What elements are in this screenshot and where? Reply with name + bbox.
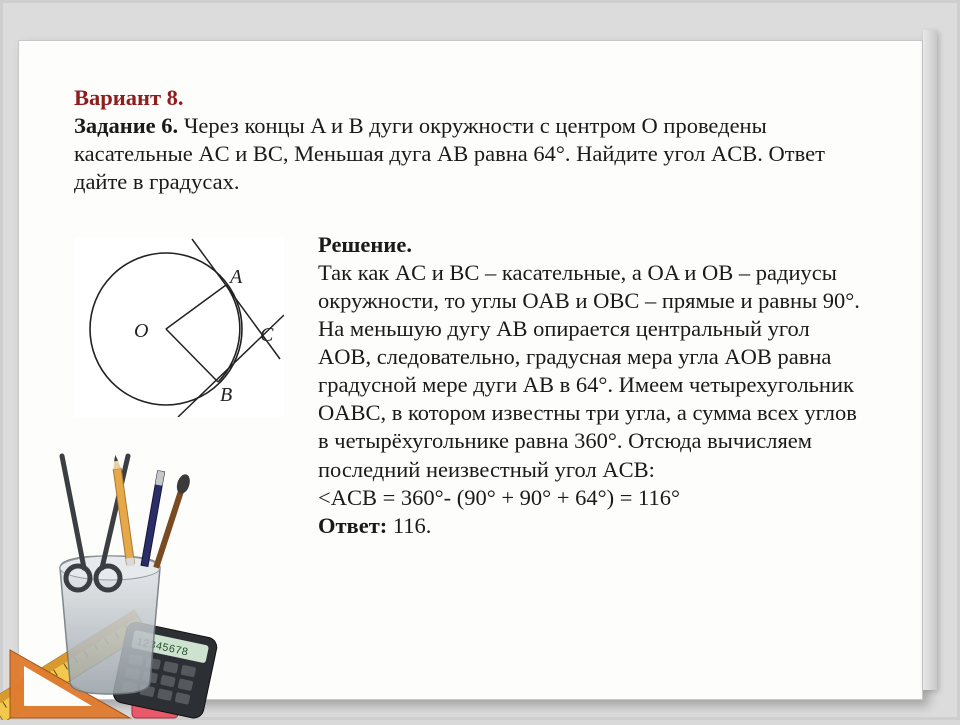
task-text: Через концы A и B дуги окружности с цент… bbox=[74, 113, 825, 194]
solution-formula: <ACB = 360°- (90° + 90° + 64°) = 116° bbox=[318, 484, 863, 512]
solution-title: Решение. bbox=[318, 231, 863, 259]
solution-answer: Ответ: 116. bbox=[318, 512, 863, 540]
label-O: O bbox=[134, 320, 148, 342]
figure-box: O A B C bbox=[74, 237, 284, 417]
circle-diagram-svg: O A B C bbox=[74, 237, 284, 417]
label-A: A bbox=[228, 266, 243, 288]
answer-label: Ответ: bbox=[318, 513, 387, 538]
stationery-icon: 12345678 bbox=[0, 450, 240, 720]
label-C: C bbox=[260, 324, 274, 346]
geometry-figure: O A B C bbox=[74, 237, 284, 417]
task-label: Задание 6. bbox=[74, 113, 178, 138]
heading-block: Вариант 8. Задание 6. Через концы A и B … bbox=[74, 84, 863, 197]
label-B: B bbox=[220, 384, 232, 406]
slide-frame: Вариант 8. Задание 6. Через концы A и B … bbox=[0, 0, 960, 720]
solution-block: Решение. Так как AC и BC – касательные, … bbox=[318, 231, 863, 540]
answer-value: 116. bbox=[387, 513, 431, 538]
solution-body: Так как AC и BC – касательные, а OA и OB… bbox=[318, 259, 863, 484]
variant-label: Вариант 8. bbox=[74, 85, 184, 110]
